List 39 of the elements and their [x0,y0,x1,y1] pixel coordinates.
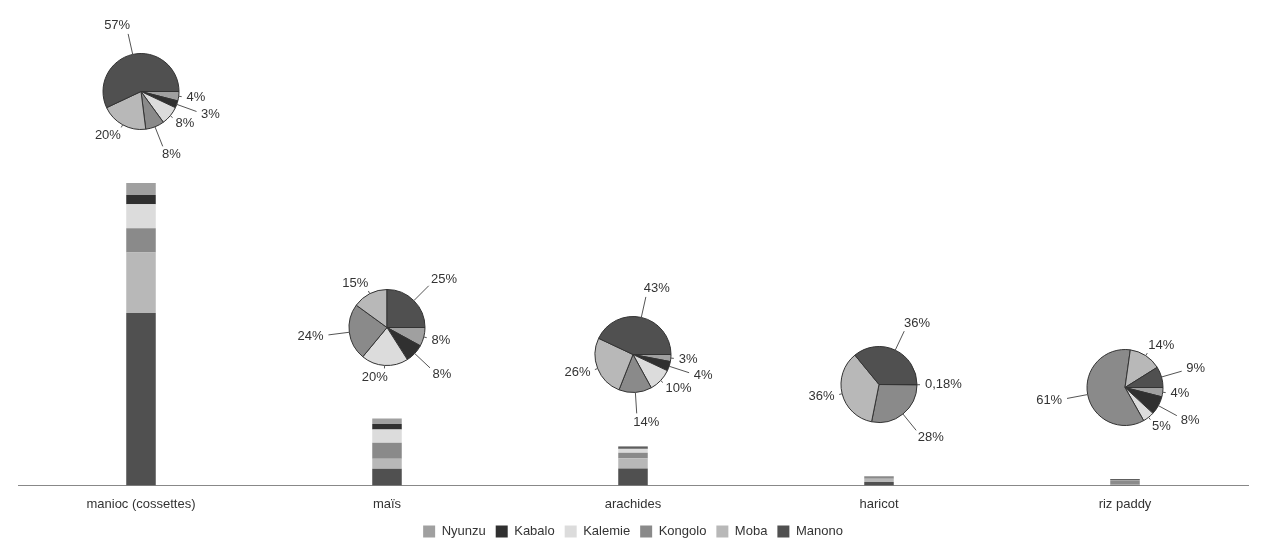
data-label: 25% [431,270,458,286]
legend-label: Manono [795,523,843,539]
data-label: 10% [665,380,692,396]
x-tick-label: arachides [604,495,662,511]
data-label: 8% [175,114,195,130]
data-label: 3% [678,350,699,366]
data-label: 4% [693,367,713,383]
data-label: 4% [186,89,206,105]
data-label: 8% [1180,411,1200,427]
data-label: 20% [94,126,122,142]
data-label: 26% [564,364,591,380]
data-label: 8% [432,365,452,381]
data-label: 8% [431,331,451,347]
legend-label: Kongolo [658,523,707,539]
legend-label: Moba [734,523,769,539]
data-label: 20% [361,368,389,384]
data-label: 36% [808,388,835,404]
legend-label: Kabalo [514,523,555,539]
data-label: 24% [297,327,324,343]
data-label: 8% [162,146,182,162]
data-label: 14% [633,414,660,430]
x-tick-label: riz paddy [1098,495,1152,511]
data-label: 43% [643,279,671,295]
data-label: 4% [1170,385,1190,401]
legend-label: Kalemie [583,523,631,539]
data-label: 14% [1148,337,1175,353]
data-label: 61% [1036,391,1063,407]
x-tick-label: manioc (cossettes) [86,495,196,511]
data-label: 57% [104,16,131,32]
data-label: 0,18% [925,376,963,392]
data-label: 5% [1152,418,1172,434]
data-label: 36% [904,314,931,330]
x-tick-label: maïs [372,495,402,511]
data-label: 9% [1186,360,1206,376]
legend-label: Nyunzu [441,523,486,539]
x-tick-label: haricot [859,495,899,511]
data-label: 3% [200,106,221,122]
data-label: 15% [342,274,369,290]
data-label: 28% [917,429,945,445]
